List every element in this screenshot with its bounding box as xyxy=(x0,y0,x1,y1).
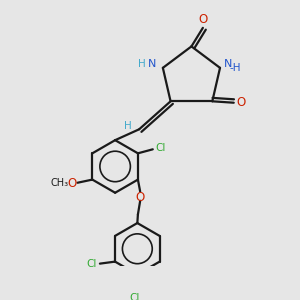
Text: N: N xyxy=(224,59,232,69)
Text: O: O xyxy=(136,191,145,204)
Text: Cl: Cl xyxy=(86,260,97,269)
Text: Cl: Cl xyxy=(130,293,140,300)
Text: O: O xyxy=(236,96,245,109)
Text: H: H xyxy=(138,59,145,69)
Text: Cl: Cl xyxy=(156,143,166,153)
Text: O: O xyxy=(67,177,76,190)
Text: H: H xyxy=(124,121,132,131)
Text: -H: -H xyxy=(230,63,242,73)
Text: CH₃: CH₃ xyxy=(51,178,69,188)
Text: O: O xyxy=(198,13,208,26)
Text: N: N xyxy=(148,59,156,69)
